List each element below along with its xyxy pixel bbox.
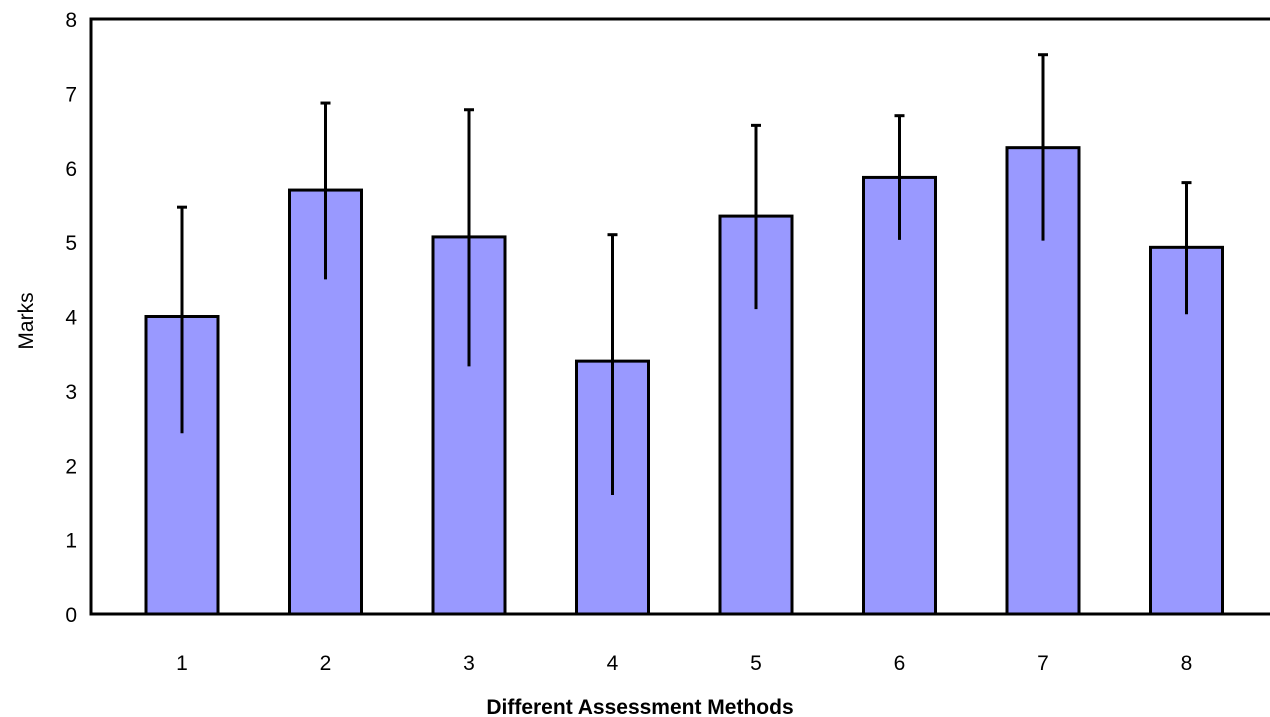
y-tick-label-3: 3 — [65, 381, 77, 404]
x-tick-label-1: 1 — [176, 652, 188, 675]
x-axis-title: Different Assessment Methods — [486, 696, 793, 717]
y-tick-labels: 0 1 2 3 4 5 6 7 8 — [65, 9, 77, 627]
y-tick-label-8: 8 — [65, 9, 77, 32]
y-tick-label-5: 5 — [65, 232, 77, 255]
x-tick-label-3: 3 — [463, 652, 475, 675]
x-tick-label-2: 2 — [320, 652, 332, 675]
y-tick-label-6: 6 — [65, 158, 77, 181]
x-tick-label-5: 5 — [750, 652, 762, 675]
y-tick-label-2: 2 — [65, 455, 77, 478]
bar-6 — [862, 175, 937, 616]
y-tick-label-0: 0 — [65, 604, 77, 627]
error-bars-group — [177, 53, 1192, 495]
x-tick-labels: 1 2 3 4 5 6 7 8 — [176, 652, 1192, 675]
y-axis-title: Marks — [15, 292, 38, 349]
y-tick-label-7: 7 — [65, 83, 77, 106]
bars-group — [144, 146, 1224, 616]
x-tick-label-8: 8 — [1181, 652, 1193, 675]
y-tick-label-1: 1 — [65, 530, 77, 553]
bar-7 — [1005, 146, 1081, 616]
x-tick-label-4: 4 — [607, 652, 619, 675]
x-tick-label-7: 7 — [1037, 652, 1049, 675]
y-tick-label-4: 4 — [65, 307, 77, 330]
x-tick-label-6: 6 — [894, 652, 906, 675]
plot-frame — [89, 17, 1270, 616]
